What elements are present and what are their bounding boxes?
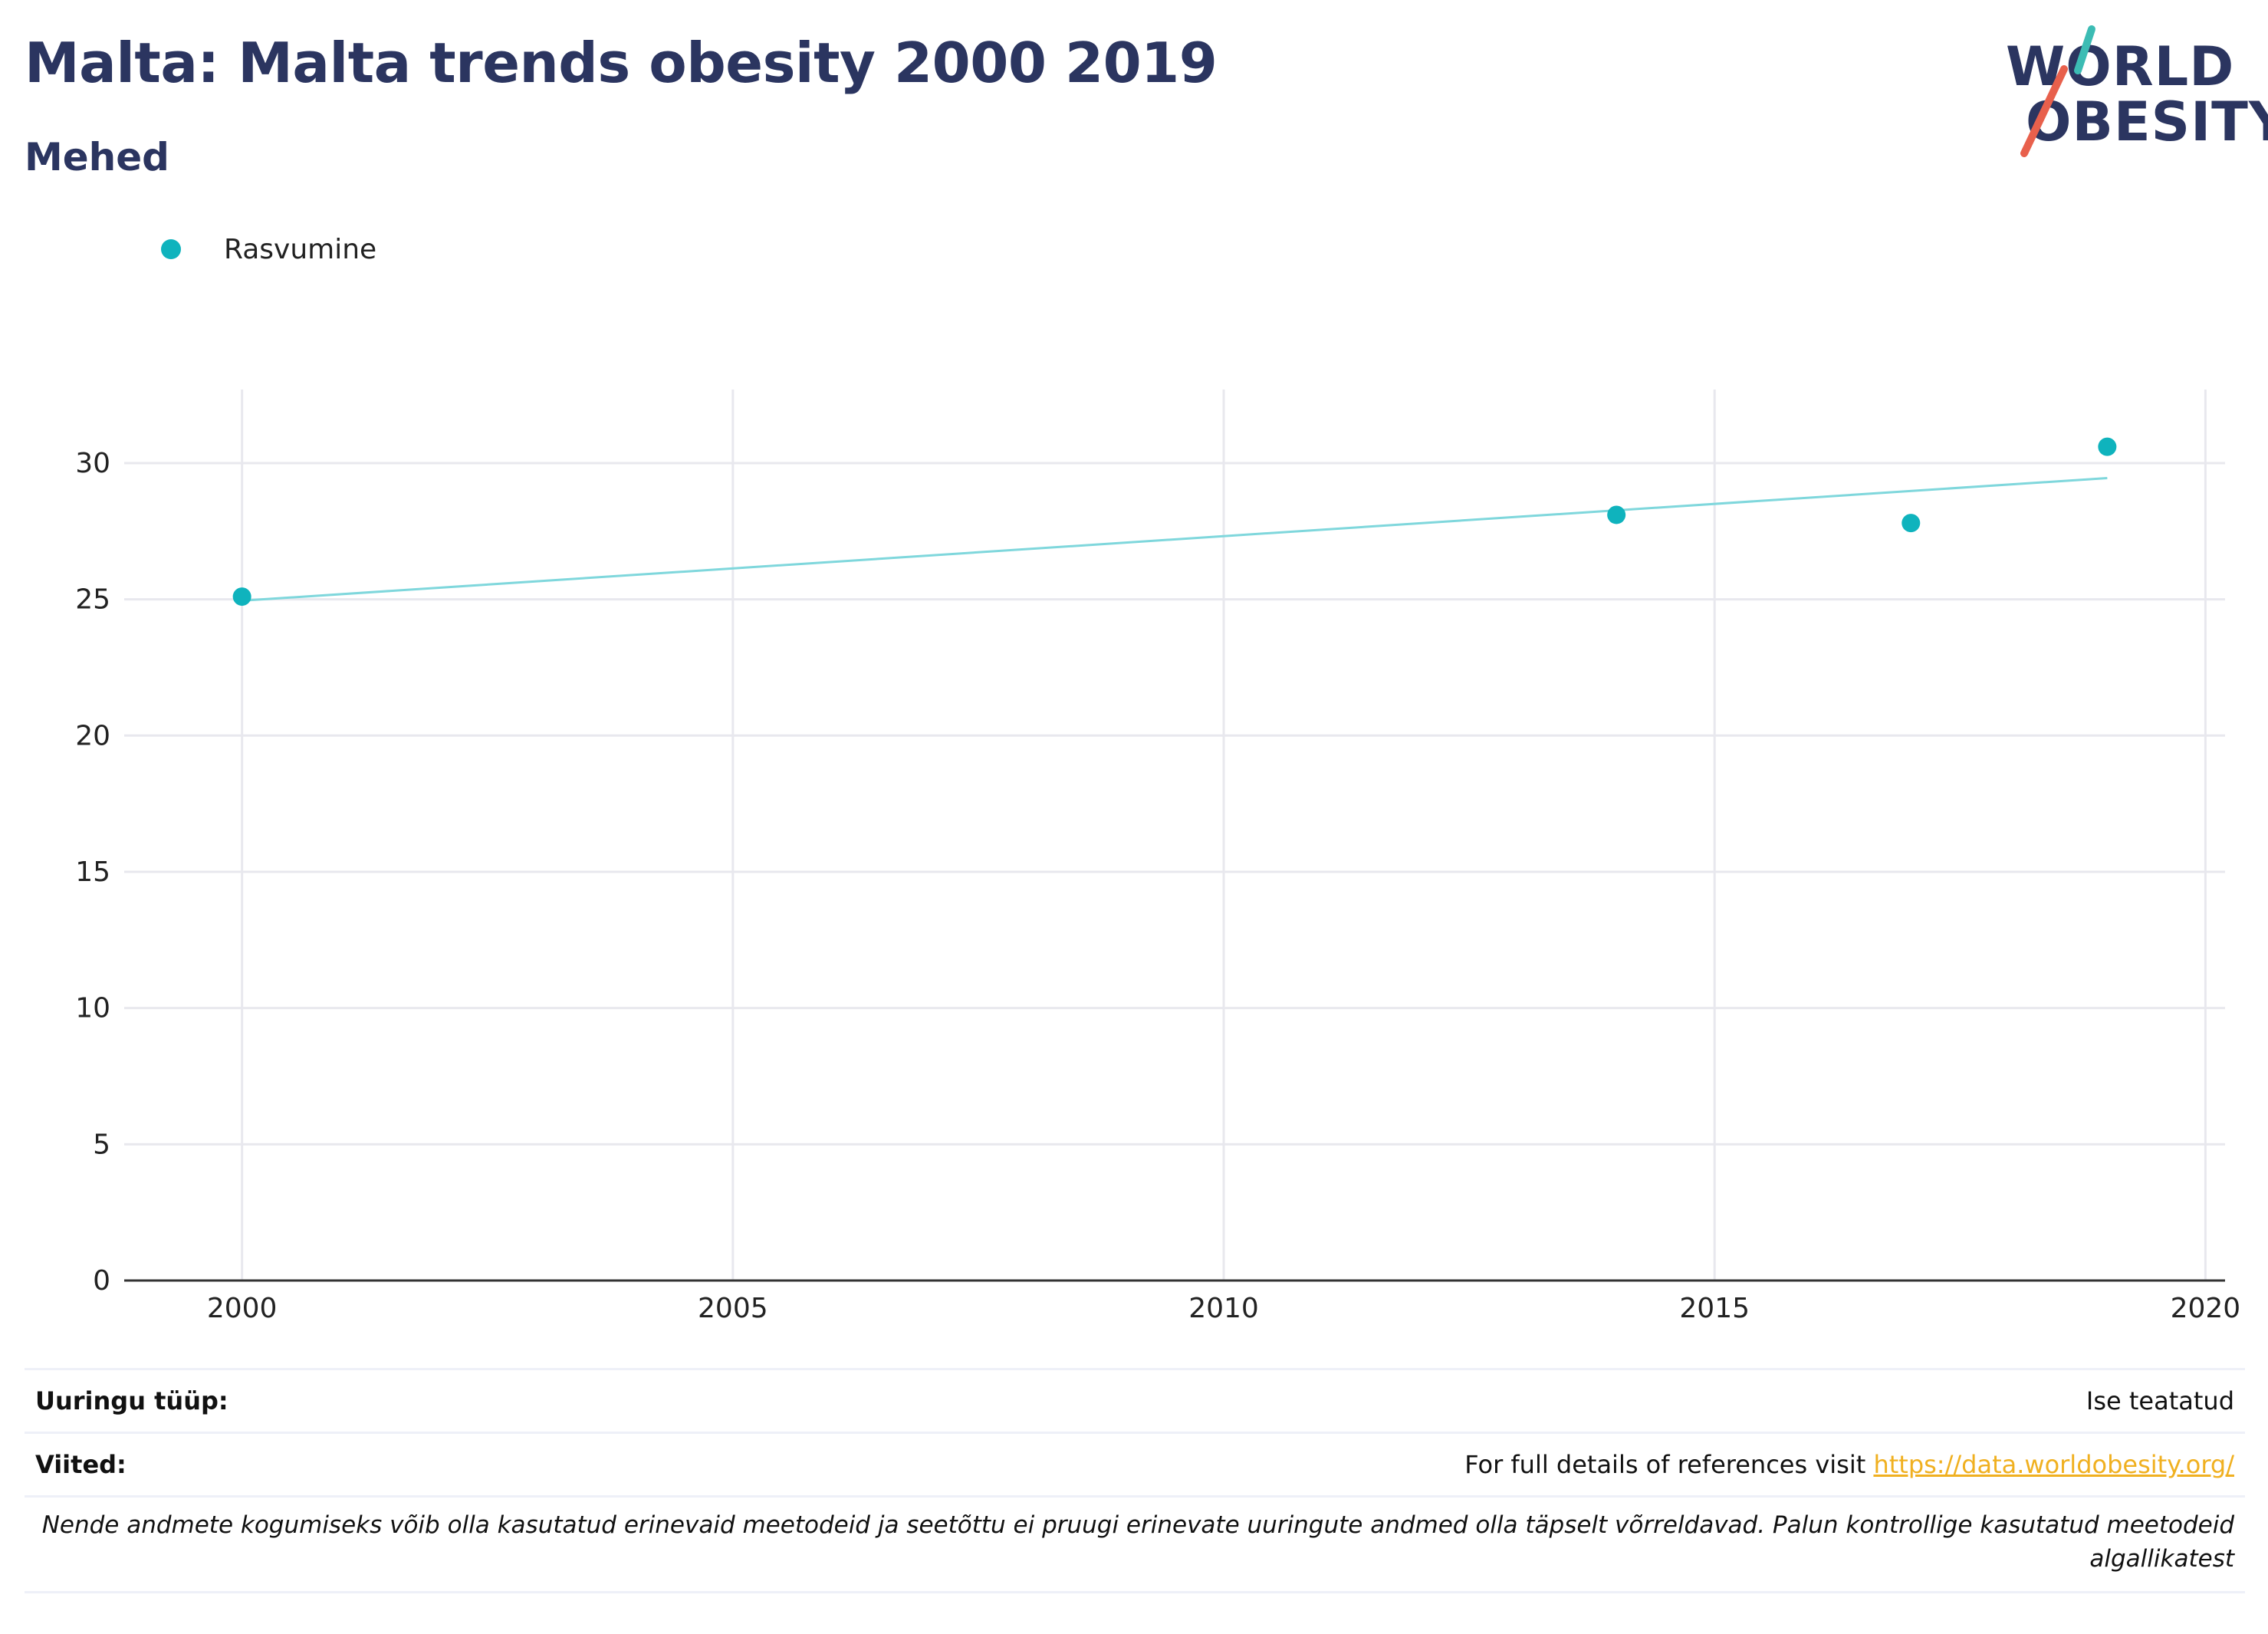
data-point[interactable] <box>1607 505 1626 524</box>
references-text: For full details of references visit <box>1464 1450 1874 1479</box>
trend-layer <box>242 476 2108 602</box>
survey-type-label: Uuringu tüüp: <box>35 1386 228 1415</box>
references-row: Viited: For full details of references v… <box>25 1432 2245 1495</box>
logo-line-1: WORLD <box>2006 35 2235 98</box>
data-point[interactable] <box>1902 514 1921 533</box>
y-tick-label: 5 <box>93 1129 110 1160</box>
survey-type-value: Ise teatatud <box>2086 1386 2234 1415</box>
grid <box>124 390 2225 1281</box>
y-tick-label: 0 <box>93 1265 110 1297</box>
chart-subtitle: Mehed <box>25 135 169 179</box>
world-obesity-logo: WORLD OBESITY <box>1994 23 2268 161</box>
data-point[interactable] <box>232 587 251 607</box>
references-link[interactable]: https://data.worldobesity.org/ <box>1873 1450 2234 1479</box>
y-tick-label: 20 <box>75 720 110 751</box>
x-tick-label: 2020 <box>2171 1293 2241 1324</box>
axes: 2000 2005 2010 2015 2020 0 5 10 15 20 25 30 <box>75 448 2240 1324</box>
y-tick-label: 25 <box>75 584 110 616</box>
data-point[interactable] <box>2098 437 2117 456</box>
chart-title: Malta: Malta trends obesity 2000 2019 <box>25 31 1218 95</box>
logo-line-2: OBESITY <box>2026 90 2268 153</box>
chart-plot: 2000 2005 2010 2015 2020 0 5 10 15 20 25 30 <box>75 390 2240 1324</box>
y-tick-label: 30 <box>75 448 110 479</box>
legend[interactable]: Rasvumine <box>161 230 376 268</box>
methodology-note: Nende andmete kogumiseks võib olla kasut… <box>25 1495 2245 1593</box>
references-label: Viited: <box>35 1450 127 1479</box>
legend-marker-icon <box>161 239 181 259</box>
logo-slash-icon <box>2020 25 2095 157</box>
y-tick-label: 10 <box>75 993 110 1024</box>
y-tick-label: 15 <box>75 856 110 888</box>
references-value: For full details of references visit htt… <box>1464 1450 2245 1479</box>
legend-label: Rasvumine <box>224 233 377 265</box>
points-layer <box>232 437 2117 607</box>
x-tick-label: 2010 <box>1188 1293 1259 1324</box>
x-tick-label: 2015 <box>1679 1293 1750 1324</box>
survey-type-row: Uuringu tüüp: Ise teatatud <box>25 1368 2245 1432</box>
x-tick-label: 2000 <box>207 1293 278 1324</box>
trend-line <box>242 476 2108 602</box>
x-tick-label: 2005 <box>698 1293 768 1324</box>
info-table: Uuringu tüüp: Ise teatatud Viited: For f… <box>25 1368 2245 1593</box>
